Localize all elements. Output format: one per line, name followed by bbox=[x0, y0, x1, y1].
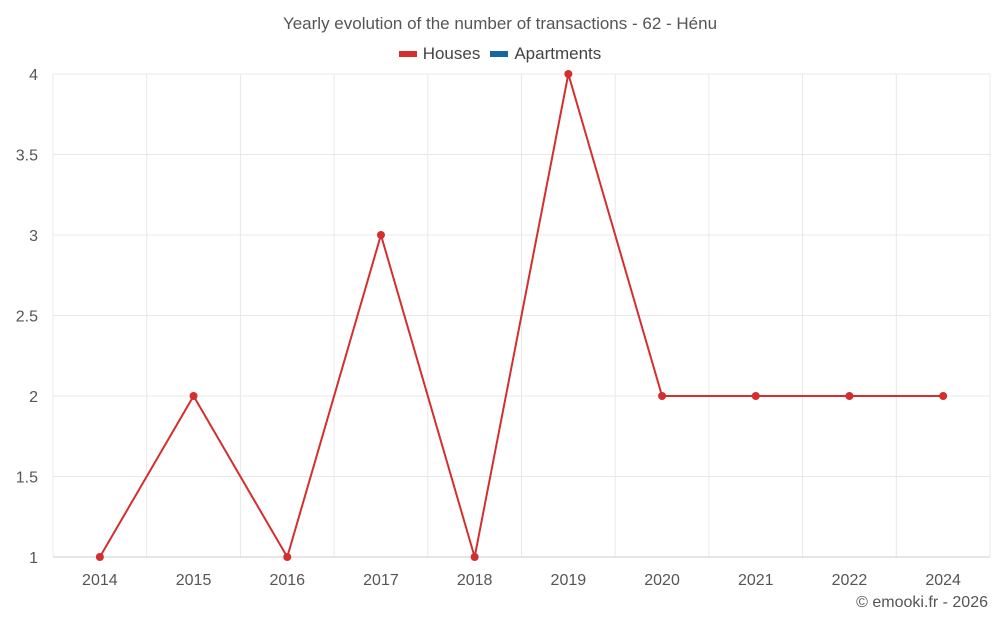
x-tick-label: 2020 bbox=[644, 572, 680, 589]
legend-label-apartments: Apartments bbox=[514, 44, 602, 63]
legend-item-houses[interactable]: Houses bbox=[398, 44, 481, 64]
y-tick-label: 3.5 bbox=[16, 148, 38, 165]
data-point-houses bbox=[283, 553, 292, 561]
data-point-houses bbox=[939, 392, 948, 400]
credit-text: © emooki.fr - 2026 bbox=[856, 594, 988, 611]
chart-legend: Houses Apartments bbox=[0, 44, 1000, 64]
series-line-houses bbox=[98, 73, 944, 560]
x-tick-label: 2024 bbox=[925, 572, 961, 589]
data-point-houses bbox=[751, 392, 760, 400]
x-tick-label: 2019 bbox=[551, 572, 587, 589]
x-tick-label: 2017 bbox=[363, 572, 399, 589]
legend-item-apartments[interactable]: Apartments bbox=[490, 44, 601, 64]
data-point-houses bbox=[189, 392, 198, 400]
y-tick-label: 1.5 bbox=[16, 470, 38, 487]
data-point-houses bbox=[564, 70, 573, 78]
x-tick-label: 2021 bbox=[738, 572, 774, 589]
x-tick-label: 2015 bbox=[176, 572, 212, 589]
y-tick-label: 1 bbox=[29, 550, 38, 567]
x-tick-label: 2022 bbox=[832, 572, 868, 589]
x-tick-label: 2014 bbox=[82, 572, 118, 589]
y-tick-label: 2.5 bbox=[16, 309, 38, 326]
data-point-houses bbox=[95, 553, 104, 561]
legend-label-houses: Houses bbox=[422, 44, 481, 63]
data-point-houses bbox=[658, 392, 667, 400]
y-tick-label: 4 bbox=[29, 67, 38, 84]
y-tick-label: 2 bbox=[29, 389, 38, 406]
data-point-houses bbox=[470, 553, 479, 561]
legend-swatch-apartments bbox=[490, 51, 509, 57]
chart-title: Yearly evolution of the number of transa… bbox=[282, 14, 718, 33]
legend-swatch-houses bbox=[398, 51, 417, 57]
x-tick-label: 2018 bbox=[457, 572, 493, 589]
data-point-houses bbox=[845, 392, 854, 400]
y-tick-label: 3 bbox=[29, 228, 38, 245]
x-tick-label: 2016 bbox=[269, 572, 305, 589]
data-point-houses bbox=[376, 231, 385, 239]
